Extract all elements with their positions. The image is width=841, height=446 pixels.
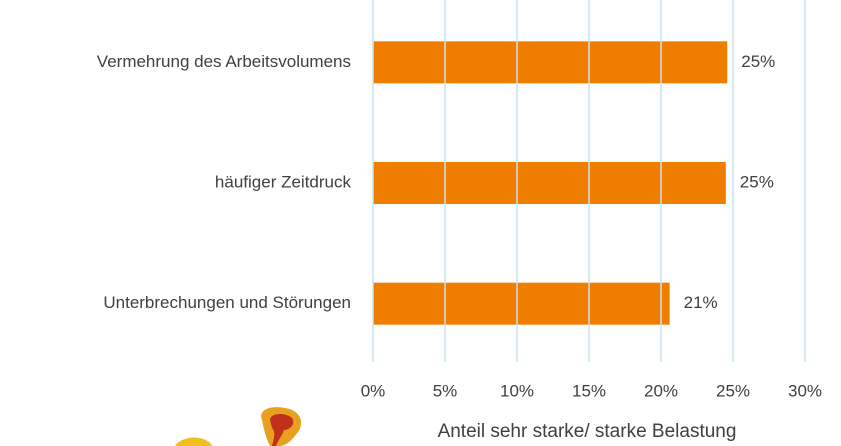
x-tick-label: 5%: [433, 381, 458, 400]
bar: [373, 162, 726, 204]
y-tick-label: Unterbrechungen und Störungen: [103, 293, 351, 312]
x-tick-label: 0%: [361, 381, 386, 400]
x-axis-title: Anteil sehr starke/ starke Belastung: [438, 421, 737, 442]
y-tick-label: Vermehrung des Arbeitsvolumens: [97, 52, 351, 71]
x-tick-label: 20%: [644, 381, 678, 400]
x-tick-label: 30%: [788, 381, 822, 400]
x-tick-label: 15%: [572, 381, 606, 400]
x-tick-label: 10%: [500, 381, 534, 400]
value-label: 25%: [740, 172, 774, 191]
y-tick-label: häufiger Zeitdruck: [215, 172, 352, 191]
logo: [175, 407, 302, 446]
bar: [373, 41, 728, 84]
value-label: 21%: [684, 293, 718, 312]
bar: [373, 282, 670, 325]
x-tick-label: 25%: [716, 381, 750, 400]
value-label: 25%: [741, 52, 775, 71]
